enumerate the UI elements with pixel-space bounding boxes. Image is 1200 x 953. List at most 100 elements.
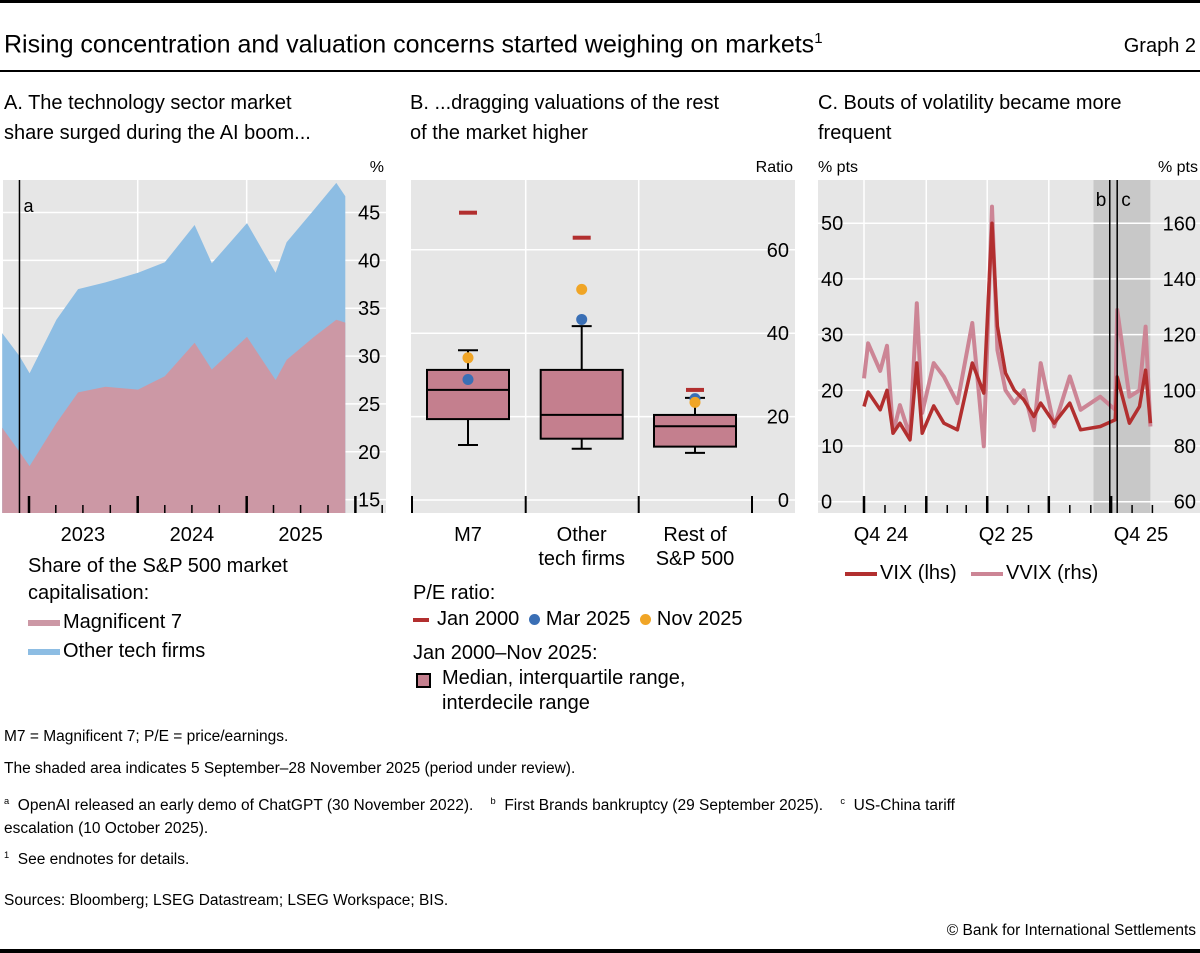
panel-c-ytick-left: 10 xyxy=(821,436,843,458)
panel-a-ytick-label: 25 xyxy=(358,394,380,416)
panel-c-ytick-right: 60 xyxy=(1174,492,1196,514)
panel-b-category-label: S&P 500 xyxy=(656,548,735,570)
annotation-label-b: b xyxy=(1096,190,1107,211)
other-tech-swatch xyxy=(28,648,60,655)
legend-item-other-tech: Other tech firms xyxy=(28,636,205,666)
marker-mar2025 xyxy=(576,313,588,325)
panel-a-ytick-label: 15 xyxy=(358,490,380,512)
note-b-mark: b xyxy=(490,796,496,806)
legend-vvix-label: VVIX (rhs) xyxy=(1006,562,1099,584)
footnote-notes: a OpenAI released an early demo of ChatG… xyxy=(4,796,955,815)
panel-b-category-label: tech firms xyxy=(538,548,625,570)
legend-item-m7: Magnificent 7 xyxy=(28,607,182,637)
note-c-mark: c xyxy=(840,796,845,806)
panel-a-y-unit: % xyxy=(370,159,384,176)
panel-c-xtick-label: Q2 25 xyxy=(979,524,1033,546)
panel-a-ytick-label: 40 xyxy=(358,250,380,272)
note-b: First Brands bankruptcy (29 September 20… xyxy=(504,797,824,815)
note-a-mark: a xyxy=(4,796,10,806)
panel-c-title: C. Bouts of volatility became more freque… xyxy=(818,88,1121,148)
nov2025-dot-icon xyxy=(639,614,651,626)
marker-nov2025 xyxy=(689,396,701,408)
panel-c-xtick-label: Q4 24 xyxy=(854,524,908,546)
annotation-label-a: a xyxy=(23,196,34,216)
legend-mar2025-label: Mar 2025 xyxy=(545,608,631,630)
panel-a-ytick-label: 35 xyxy=(358,298,380,320)
panel-b-title-line1: B. ...dragging valuations of the rest xyxy=(410,92,720,114)
panel-c-y-unit-left: % pts xyxy=(818,159,858,176)
marker-mar2025 xyxy=(462,373,474,385)
legend-jan2000-label: Jan 2000 xyxy=(437,608,520,630)
panel-a-xtick-label: 2023 xyxy=(61,524,106,546)
footnote-note-c-cont: escalation (10 October 2025). xyxy=(4,820,209,837)
panel-c-xtick-label: Q4 25 xyxy=(1114,524,1168,546)
vix-swatch xyxy=(845,571,877,576)
legend-vix-label: VIX (lhs) xyxy=(880,562,957,584)
panel-b-plot-area xyxy=(411,180,795,513)
panel-c-ytick-right: 80 xyxy=(1174,436,1196,458)
panel-c-ytick-left: 30 xyxy=(821,325,843,347)
panel-c-title-line1: C. Bouts of volatility became more xyxy=(818,92,1122,114)
legend-pe-title: P/E ratio: xyxy=(413,582,496,604)
panel-a-ytick-label: 45 xyxy=(358,203,380,225)
legend-box-line2: interdecile range xyxy=(442,692,590,714)
top-rule xyxy=(0,0,1200,3)
panel-b-ytick-label: 0 xyxy=(778,490,789,512)
panel-c-ytick-right: 140 xyxy=(1163,269,1196,291)
panel-c-ytick-left: 40 xyxy=(821,269,843,291)
legend-item-vix: VIX (lhs) xyxy=(845,558,957,588)
box-iqr xyxy=(653,413,737,448)
panel-a-ytick-label: 20 xyxy=(358,442,380,464)
legend-title-line1: Share of the S&P 500 market xyxy=(28,555,288,577)
panel-b-ytick-label: 40 xyxy=(767,323,789,345)
panel-b-category-label: Other xyxy=(557,524,607,546)
note-a: OpenAI released an early demo of ChatGPT… xyxy=(17,797,474,815)
legend-item-vvix: VVIX (rhs) xyxy=(971,558,1098,588)
marker-jan2000 xyxy=(459,210,477,215)
legend-title-line2: capitalisation: xyxy=(28,582,150,604)
legend-range-title: Jan 2000–Nov 2025: xyxy=(413,642,598,664)
legend-box-item: Median, interquartile range, interdecile… xyxy=(416,666,685,716)
legend-box-line1: Median, interquartile range, xyxy=(442,667,686,689)
marker-jan2000 xyxy=(686,387,704,392)
note-1: See endnotes for details. xyxy=(17,851,190,869)
legend-m7-label: Magnificent 7 xyxy=(63,611,182,633)
panel-a-ytick-label: 30 xyxy=(358,346,380,368)
graph-title: Rising concentration and valuation conce… xyxy=(4,30,823,59)
panel-c-ytick-left: 20 xyxy=(821,380,843,402)
sources: Sources: Bloomberg; LSEG Datastream; LSE… xyxy=(4,892,449,909)
panel-c-ytick-right: 160 xyxy=(1163,213,1196,235)
panel-b-category-label: Rest of xyxy=(663,524,727,546)
box-iqr xyxy=(539,368,624,440)
graph-title-text: Rising concentration and valuation conce… xyxy=(4,30,815,59)
legend-pe-items: Jan 2000 Mar 2025 Nov 2025 xyxy=(413,604,743,634)
box-swatch-icon xyxy=(416,673,431,688)
panel-c-title-line2: frequent xyxy=(818,122,892,144)
m7-swatch xyxy=(28,619,60,626)
panel-a-xtick-label: 2024 xyxy=(170,524,215,546)
mar2025-dot-icon xyxy=(528,614,540,626)
title-rule xyxy=(0,70,1200,72)
graph-number: Graph 2 xyxy=(1123,35,1196,57)
panel-a-xtick-label: 2025 xyxy=(278,524,323,546)
panel-c-ytick-left: 50 xyxy=(821,213,843,235)
vvix-swatch xyxy=(971,571,1003,576)
panel-b-ytick-label: 60 xyxy=(767,240,789,262)
panel-a-legend-title: Share of the S&P 500 market capitalisatio… xyxy=(28,553,288,607)
series-line-vix xyxy=(862,221,1153,442)
annotation-label-c: c xyxy=(1121,190,1131,211)
jan2000-dash-icon xyxy=(413,617,429,622)
panel-b-title: B. ...dragging valuations of the rest of … xyxy=(410,88,719,148)
copyright: © Bank for International Settlements xyxy=(946,922,1196,939)
footnote-shaded: The shaded area indicates 5 September–28… xyxy=(4,760,576,777)
note-c-line1: US-China tariff xyxy=(853,797,955,815)
marker-nov2025 xyxy=(462,352,474,364)
panel-c-ytick-right: 120 xyxy=(1163,325,1196,347)
title-footnote-mark: 1 xyxy=(814,30,823,47)
panel-a-title-line2: share surged during the AI boom... xyxy=(4,122,311,144)
panel-b-y-unit: Ratio xyxy=(756,159,793,176)
panel-b-category-label: M7 xyxy=(454,524,482,546)
panel-a-title-line1: A. The technology sector market xyxy=(4,92,292,114)
